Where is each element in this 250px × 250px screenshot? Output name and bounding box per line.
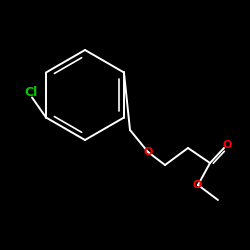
Text: O: O <box>222 140 232 150</box>
Text: O: O <box>192 180 202 190</box>
Text: Cl: Cl <box>24 86 38 99</box>
Text: O: O <box>143 147 153 157</box>
